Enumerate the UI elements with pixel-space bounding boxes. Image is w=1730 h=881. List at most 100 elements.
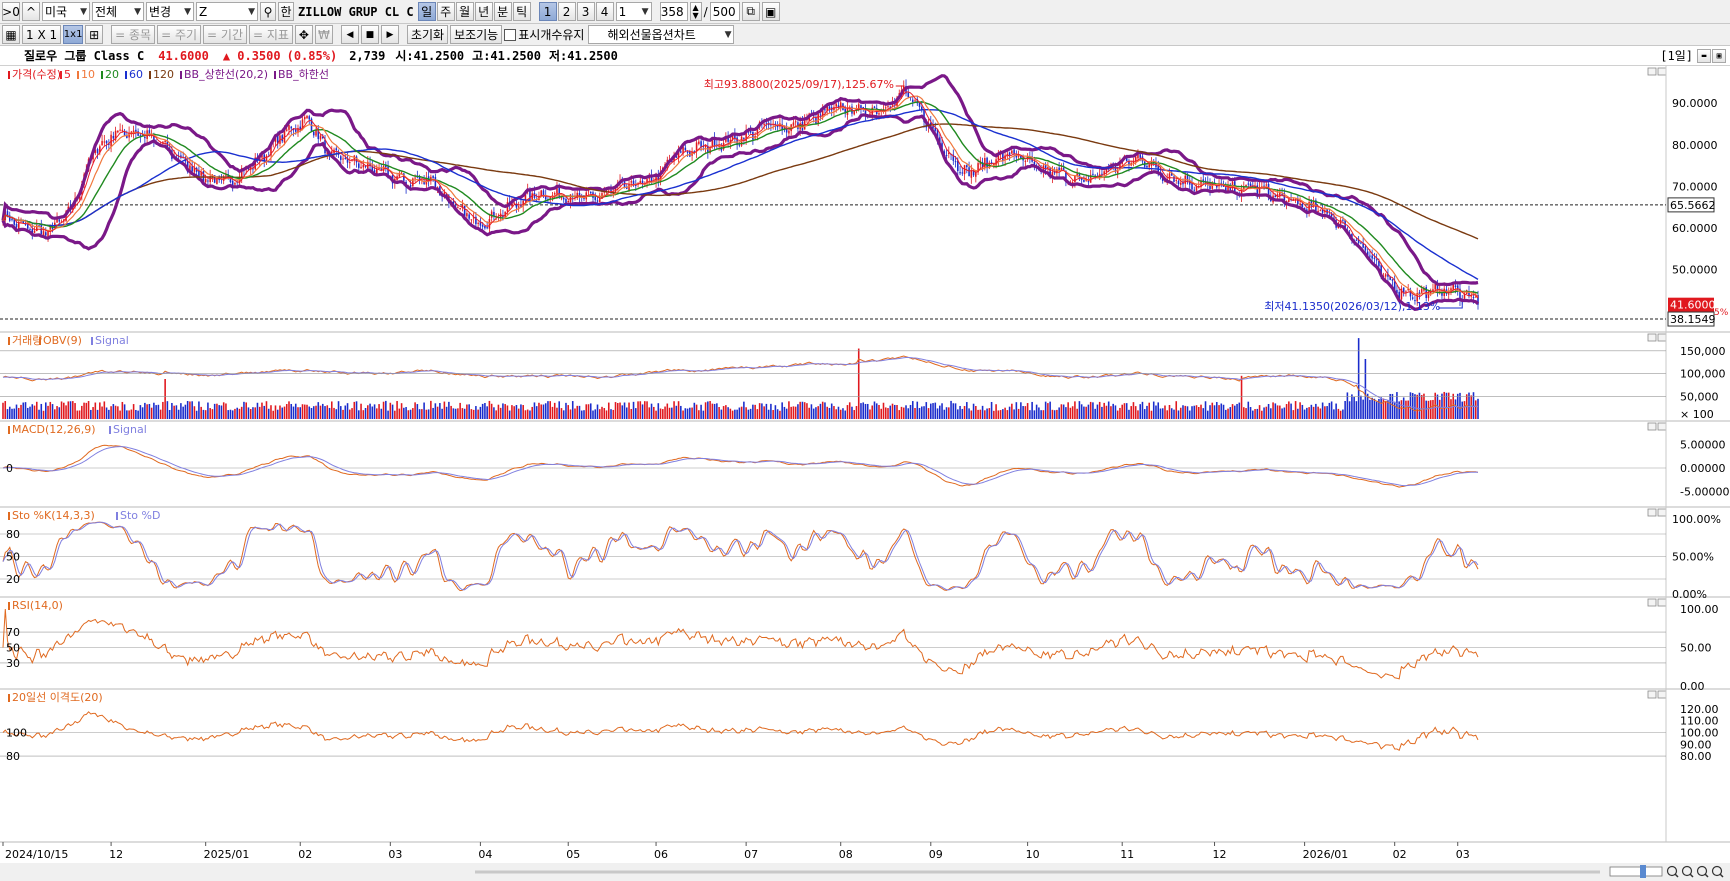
stop-button[interactable]: ■ [360,25,379,44]
candle-body [355,156,358,163]
candle-body [470,219,473,221]
volume-bar [594,409,597,419]
panel-minimize-button[interactable] [1647,422,1657,431]
macd-axis-tick: 0.00000 [1680,462,1726,475]
interval-select[interactable]: 1 ▼ [615,2,652,21]
volume-bar [60,401,63,419]
change-select[interactable]: 변경 ▼ [146,2,194,21]
count-tab-3[interactable]: 3 [576,2,595,21]
panel-minimize-button[interactable] [1647,333,1657,342]
period-button[interactable]: = 기간 [203,25,247,44]
volume-bar [731,410,734,419]
volume-bar [1427,400,1430,419]
current-price: 41.6000 [158,48,209,63]
slider-handle[interactable] [1640,865,1646,878]
zoom-fit-icon[interactable] [1696,865,1708,877]
aux-function-button[interactable]: 보조기능 [450,25,503,44]
candle-body [1468,291,1470,296]
period-tab-2[interactable]: 월 [455,2,474,21]
layout-1x1-active-button[interactable]: 1x1 [63,25,84,44]
volume-bar [330,401,333,419]
candle-body [729,139,732,144]
menu-button[interactable]: >0 [2,2,20,21]
keep-units-checkbox[interactable]: 표시개수유지 [504,26,584,43]
count-tab-1[interactable]: 1 [538,2,557,21]
panel-minimize-button[interactable] [1647,598,1657,607]
layout-1x1-button[interactable]: 1 X 1 [22,25,62,44]
period-tab-4[interactable]: 분 [493,2,512,21]
zoom-reset-icon[interactable] [1711,865,1723,877]
volume-bar [173,405,175,419]
panel-maximize-button[interactable] [1657,508,1667,517]
search-button[interactable]: ⚲ [260,2,276,21]
panel-maximize-button[interactable] [1657,598,1667,607]
candle-body [794,121,797,123]
period-tab-3[interactable]: 년 [474,2,493,21]
count-tab-4[interactable]: 4 [595,2,614,21]
disparity-left-tick: 80 [6,750,20,763]
count-tab-2[interactable]: 2 [557,2,576,21]
new-window-button[interactable]: ⧉ [741,2,760,21]
zoom-out-icon[interactable] [1666,865,1678,877]
scroll-right-button[interactable]: ▶ [380,25,399,44]
volume-bar [414,402,416,419]
bars-shown-input[interactable]: 358 [659,2,688,21]
candle-body [306,115,308,119]
panel-maximize-button[interactable] [1657,690,1667,699]
volume-bar [119,410,121,419]
low-pct-text: 5% [1714,308,1729,318]
period-tab-5[interactable]: 틱 [512,2,531,21]
panel-minimize-button[interactable] [1647,67,1657,76]
layout-grid-button[interactable]: ⊞ [85,25,104,44]
volume-bar [1375,401,1378,419]
indicator-button[interactable]: = 지표 [248,25,293,44]
volume-bar [1247,401,1250,419]
symbol-input[interactable]: Z ▼ [196,2,258,21]
bars-total-input[interactable]: 500 [709,2,740,21]
period-tab-0[interactable]: 일 [417,2,436,21]
chart-area[interactable]: 90.0000 80.0000 70.0000 60.0000 50.0000 최고93.… [0,66,1730,881]
korean-toggle-button[interactable]: 한 [278,2,294,21]
volume-bar [1026,403,1029,419]
volume-bar [984,410,986,419]
disparity-line [2,711,1479,752]
reset-button[interactable]: 초기화 [406,25,449,44]
panel-maximize-button[interactable] [1657,422,1667,431]
volume-bar [1353,396,1355,419]
period-tab-1[interactable]: 주 [436,2,455,21]
market-select[interactable]: 미국 ▼ [42,2,90,21]
cycle-button[interactable]: = 주기 [157,25,202,44]
overseas-chart-select[interactable]: 해외선물옵션차트 ▼ [588,25,735,44]
volume-bar [1380,397,1382,419]
bars-stepper[interactable]: ▲ ▼ [689,2,702,21]
currency-button[interactable]: ₩ [314,25,333,44]
up-button[interactable]: ^ [22,2,40,21]
hline-value-label [1667,197,1715,213]
disparity-axis-tick: 100.00 [1680,727,1719,740]
scroll-range-slider[interactable] [1609,866,1663,877]
save-button[interactable]: ▣ [761,2,780,21]
price-legend-item: 5 [64,68,71,81]
grid-layout-button[interactable]: ▦ [2,25,20,44]
maximize-button[interactable]: ▣ [1712,48,1726,63]
panel-minimize-button[interactable] [1647,508,1657,517]
item-button[interactable]: = 종목 [111,25,156,44]
scroll-left-button[interactable]: ◀ [340,25,359,44]
candle-body [400,172,403,174]
candle-body [49,226,52,230]
volume-bar [1058,407,1060,419]
move-button[interactable]: ✥ [294,25,313,44]
filter-select[interactable]: 전체 ▼ [92,2,144,21]
minimize-button[interactable]: ▬ [1697,48,1711,63]
zoom-in-icon[interactable] [1681,865,1693,877]
volume-bar [776,409,779,419]
volume-bar [1321,402,1324,419]
zoom-fit-icon-handle [1704,873,1709,878]
candle-body [103,141,106,143]
volume-bar [1344,400,1346,419]
panel-maximize-button[interactable] [1657,67,1667,76]
volume-bar [1206,410,1209,419]
panel-minimize-button[interactable] [1647,690,1657,699]
volume-bar [680,405,682,419]
panel-maximize-button[interactable] [1657,333,1667,342]
